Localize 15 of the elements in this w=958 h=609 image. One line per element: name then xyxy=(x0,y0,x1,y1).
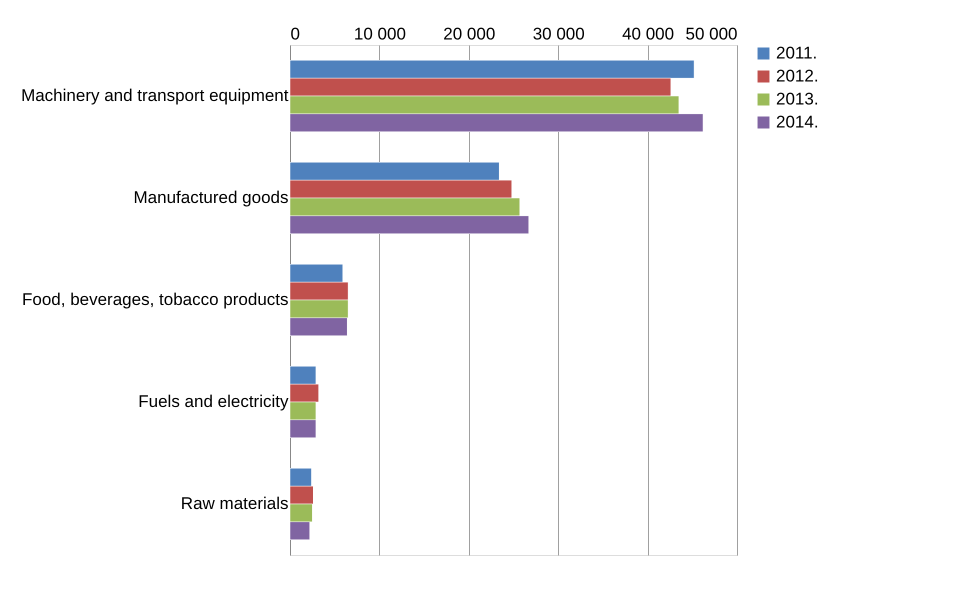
x-tick-label: 40 000 xyxy=(622,24,674,44)
y-tick-label: Food, beverages, tobacco products xyxy=(22,290,288,309)
legend-label: 2011. xyxy=(776,44,818,62)
y-tick-label: Raw materials xyxy=(180,494,288,513)
legend-label: 2014. xyxy=(776,112,819,132)
x-tick-label: 30 000 xyxy=(532,24,585,44)
legend-label: 2013. xyxy=(776,90,819,108)
x-tick-label: 20 000 xyxy=(443,24,496,44)
x-tick-label: 50 000 xyxy=(686,24,738,44)
legend-label: 2012. xyxy=(776,66,819,86)
y-tick-label: Machinery and transport equipment xyxy=(21,86,289,105)
x-tick-label: 10 000 xyxy=(354,24,406,44)
x-tick-label: 0 xyxy=(290,24,300,44)
y-tick-label: Manufactured goods xyxy=(134,188,288,207)
y-tick-label: Fuels and electricity xyxy=(138,392,289,411)
